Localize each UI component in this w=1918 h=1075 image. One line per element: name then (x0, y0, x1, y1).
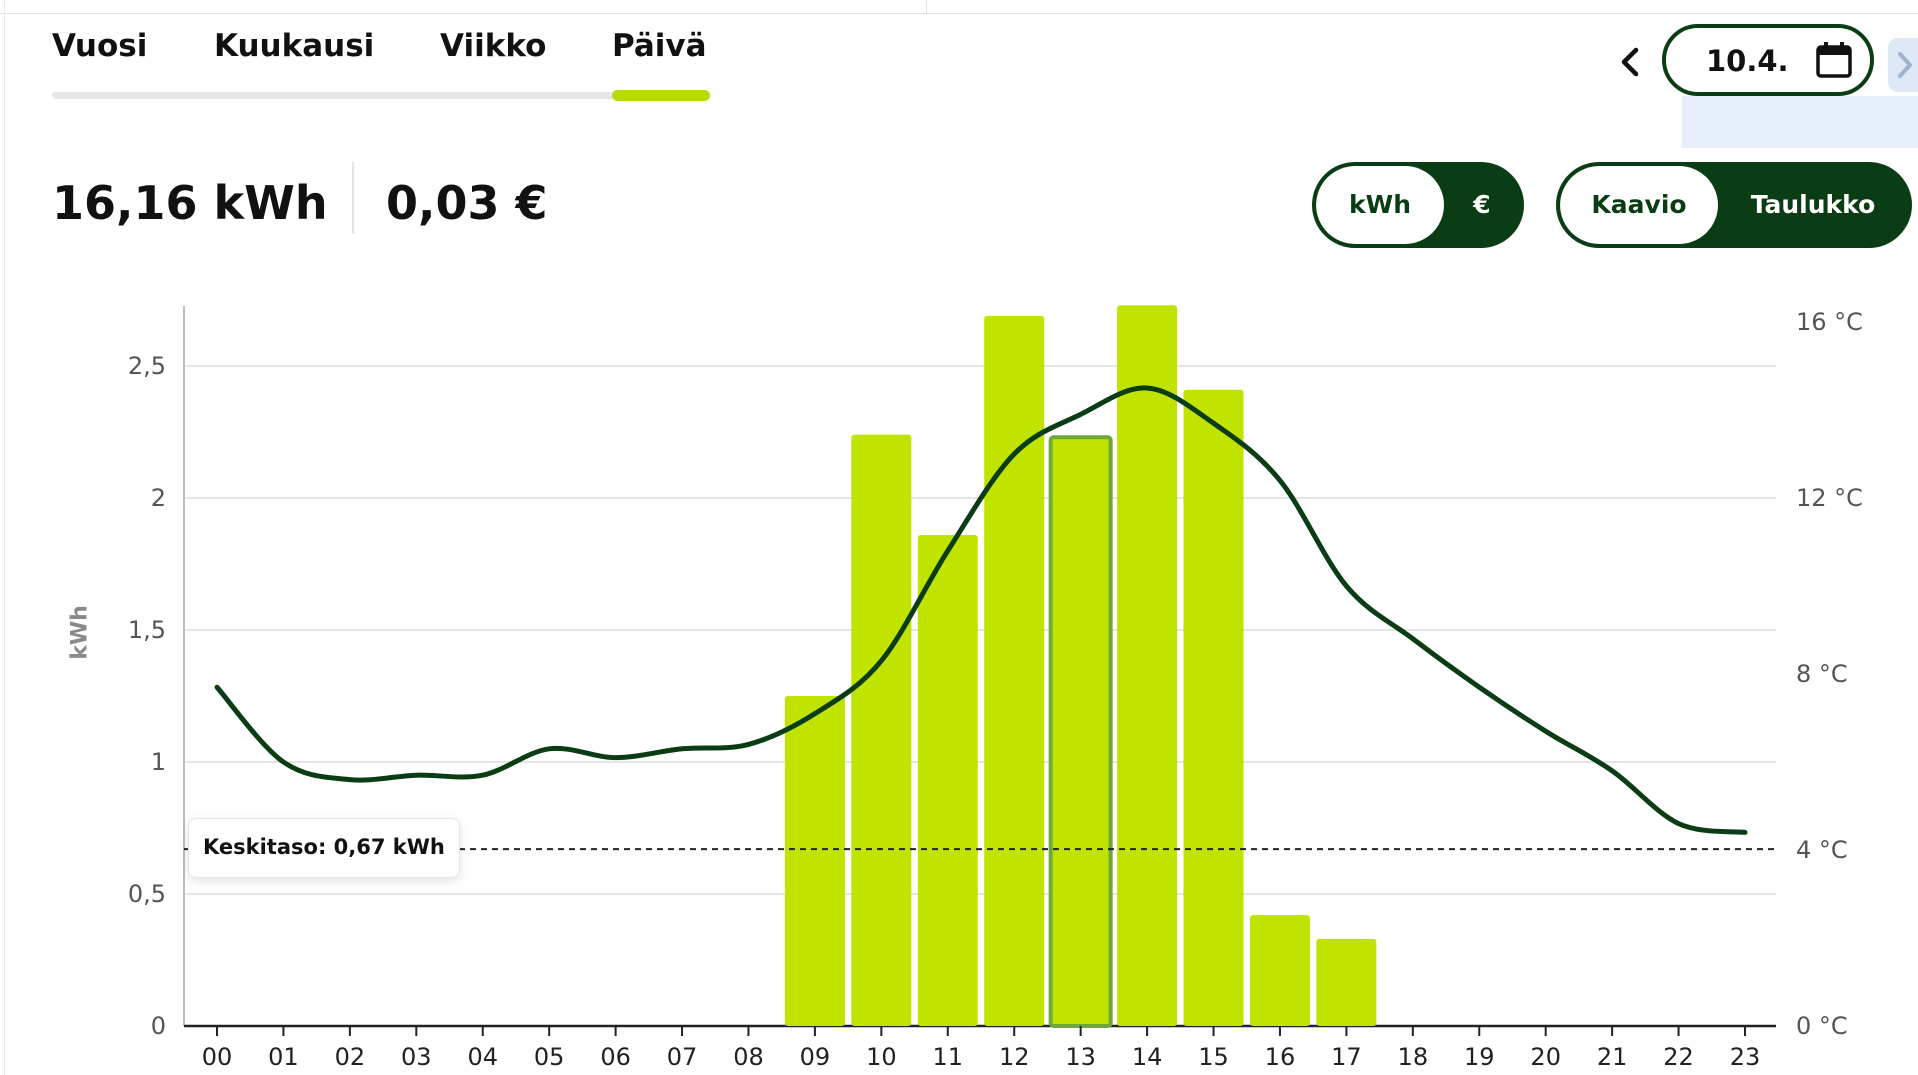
view-toggle: Kaavio Taulukko (1556, 162, 1912, 248)
bar-hour-17[interactable] (1316, 938, 1377, 1026)
bar-hour-09[interactable] (784, 696, 845, 1026)
y-tick-label: 2 (151, 484, 166, 512)
average-label-box: Keskitaso: 0,67 kWh (188, 818, 460, 878)
x-tick-label: 06 (600, 1043, 631, 1071)
period-tabs: Vuosi Kuukausi Viikko Päivä (52, 28, 710, 101)
bar-hour-16[interactable] (1249, 915, 1310, 1026)
previous-date-button[interactable] (1614, 42, 1648, 82)
unit-option-euro[interactable]: € (1473, 190, 1491, 219)
bar-hour-15[interactable] (1183, 389, 1244, 1026)
x-tick-label: 13 (1065, 1043, 1096, 1071)
tab-paiva[interactable]: Päivä (612, 28, 707, 64)
y2-tick-label: 16 °C (1796, 308, 1863, 336)
unit-toggle: kWh € (1312, 162, 1524, 248)
x-tick-label: 03 (401, 1043, 432, 1071)
y-tick-label: 1,5 (128, 616, 166, 644)
unit-option-kwh[interactable]: kWh (1316, 166, 1444, 244)
y2-tick-label: 4 °C (1796, 836, 1848, 864)
x-tick-label: 17 (1331, 1043, 1362, 1071)
y-tick-label: 1 (151, 748, 166, 776)
view-option-chart[interactable]: Kaavio (1560, 166, 1718, 244)
summary-divider (352, 162, 354, 234)
date-picker-button[interactable]: 10.4. (1662, 24, 1874, 96)
y2-tick-label: 0 °C (1796, 1012, 1848, 1040)
calendar-icon (1816, 42, 1852, 78)
next-date-tooltip-area (1682, 96, 1918, 148)
x-tick-label: 14 (1132, 1043, 1163, 1071)
x-tick-label: 22 (1663, 1043, 1694, 1071)
temperature-line (214, 385, 1748, 835)
view-option-table[interactable]: Taulukko (1750, 190, 1876, 219)
x-tick-label: 00 (202, 1043, 233, 1071)
x-tick-label: 07 (667, 1043, 698, 1071)
total-cost: 0,03 € (386, 176, 548, 230)
bar-hour-11[interactable] (917, 534, 978, 1026)
bar-hour-14[interactable] (1117, 305, 1178, 1026)
active-tab-indicator (612, 90, 710, 101)
bar-hour-10[interactable] (851, 434, 912, 1026)
average-label: Keskitaso: 0,67 kWh (203, 835, 445, 859)
chevron-left-icon (1621, 47, 1639, 77)
chevron-right-icon (1898, 52, 1912, 78)
consumption-chart: 0 0,5 1 1,5 2 2,5 0 °C 4 °C 8 °C 12 °C 16 °C 00 01 02… (128, 305, 1863, 1071)
total-energy: 16,16 kWh (52, 176, 328, 230)
x-tick-label: 21 (1597, 1043, 1628, 1071)
x-tick-label: 18 (1398, 1043, 1429, 1071)
x-tick-label: 11 (933, 1043, 964, 1071)
x-tick-label: 04 (467, 1043, 498, 1071)
x-tick-label: 23 (1730, 1043, 1761, 1071)
x-tick-label: 10 (866, 1043, 897, 1071)
left-border (4, 0, 5, 1075)
y-tick-label: 0 (151, 1012, 166, 1040)
x-tick-label: 16 (1265, 1043, 1296, 1071)
top-separator (926, 0, 927, 13)
x-tick-label: 09 (800, 1043, 831, 1071)
y2-tick-label: 12 °C (1796, 484, 1863, 512)
x-tick-label: 19 (1464, 1043, 1495, 1071)
x-tick-label: 05 (534, 1043, 565, 1071)
x-tick-label: 02 (335, 1043, 366, 1071)
tab-viikko[interactable]: Viikko (440, 28, 547, 64)
x-tick-label: 12 (999, 1043, 1030, 1071)
x-tick-label: 01 (268, 1043, 299, 1071)
y-tick-label: 0,5 (128, 880, 166, 908)
tab-vuosi[interactable]: Vuosi (52, 28, 148, 64)
tab-kuukausi[interactable]: Kuukausi (214, 28, 375, 64)
x-tick-label: 08 (733, 1043, 764, 1071)
top-border (0, 0, 1918, 14)
y2-tick-label: 8 °C (1796, 660, 1848, 688)
x-tick-label: 15 (1198, 1043, 1229, 1071)
tab-track (52, 92, 710, 99)
y-tick-label: 2,5 (128, 352, 166, 380)
selected-date: 10.4. (1706, 44, 1789, 78)
y-axis-title: kWh (67, 605, 93, 660)
bar-hour-12[interactable] (984, 315, 1045, 1027)
x-tick-label: 20 (1530, 1043, 1561, 1071)
next-date-button[interactable] (1888, 38, 1918, 92)
bar-hour-13[interactable] (1048, 435, 1113, 1028)
